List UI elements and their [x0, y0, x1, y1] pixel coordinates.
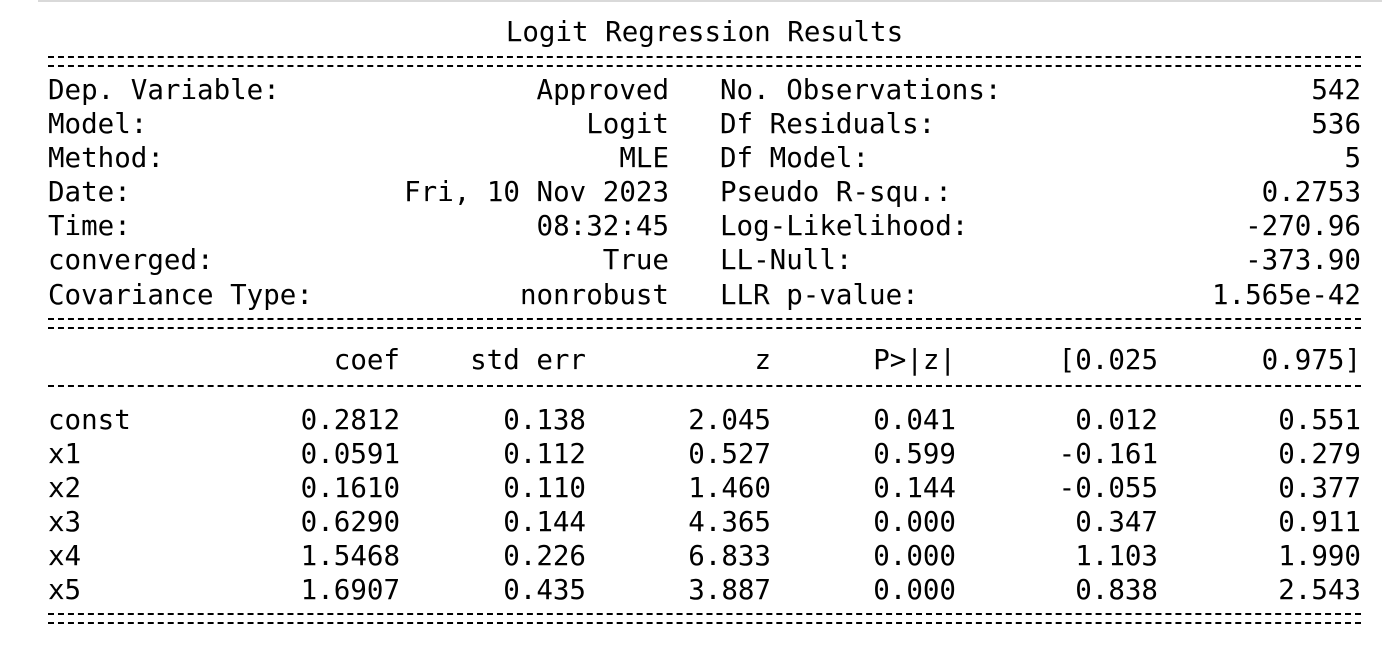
- cell-ci-upper: 2.543: [1278, 574, 1361, 607]
- table-row: x3 0.6290 0.144 4.365 0.000 0.347 0.911: [48, 505, 1361, 539]
- cell-coef: 0.1610: [300, 471, 400, 504]
- summary-value-right: 5: [1344, 142, 1361, 175]
- cell-coef: 0.6290: [300, 505, 400, 538]
- summary-label-right: No. Observations:: [720, 74, 1002, 106]
- cell-z: 4.365: [688, 505, 771, 538]
- cell-z: 3.887: [688, 574, 771, 607]
- double-separator: [48, 317, 1361, 329]
- cell-p-value: 0.144: [873, 471, 956, 504]
- summary-value-right: -270.96: [1245, 210, 1361, 243]
- summary-label-right: LLR p-value:: [720, 278, 919, 311]
- top-border-line: [38, 0, 1382, 2]
- summary-value-left: nonrobust: [519, 278, 669, 311]
- cell-ci-upper: 0.551: [1278, 403, 1361, 436]
- cell-ci-lower: -0.055: [1058, 471, 1158, 504]
- summary-label-right: Log-Likelihood:: [720, 210, 969, 243]
- summary-value-left: True: [602, 244, 669, 277]
- table-row: x4 1.5468 0.226 6.833 0.000 1.103 1.990: [48, 539, 1361, 573]
- cell-std-err: 0.138: [503, 403, 586, 436]
- coef-table-header: coef std err z P>|z| [0.025 0.975]: [48, 335, 1361, 385]
- cell-coef: 0.0591: [300, 437, 400, 470]
- summary-row: Covariance Type: nonrobust LLR p-value: …: [48, 278, 1361, 312]
- cell-coef: 0.2812: [300, 403, 400, 436]
- header-p-value: P>|z|: [873, 343, 956, 376]
- cell-ci-lower: -0.161: [1058, 437, 1158, 470]
- variable-name: x2: [48, 471, 82, 504]
- summary-title: Logit Regression Results: [505, 16, 904, 48]
- cell-p-value: 0.599: [873, 437, 956, 470]
- cell-std-err: 0.435: [503, 574, 586, 607]
- cell-std-err: 0.110: [503, 471, 586, 504]
- header-ci-upper: 0.975]: [1261, 343, 1361, 376]
- cell-coef: 1.6907: [300, 574, 400, 607]
- summary-value-left: Approved: [536, 74, 669, 106]
- cell-ci-lower: 0.012: [1075, 403, 1158, 436]
- summary-row: Time: 08:32:45 Log-Likelihood: -270.96: [48, 209, 1361, 243]
- summary-value-right: 0.2753: [1261, 176, 1361, 209]
- summary-label-left: Covariance Type:: [48, 278, 313, 311]
- variable-name: x1: [48, 437, 82, 470]
- summary-row: Method: MLE Df Model: 5: [48, 141, 1361, 175]
- summary-label-right: Df Model:: [720, 142, 870, 175]
- summary-value-right: 536: [1311, 108, 1361, 141]
- summary-label-left: Time:: [48, 210, 131, 243]
- summary-label-right: LL-Null:: [720, 244, 853, 277]
- cell-std-err: 0.112: [503, 437, 586, 470]
- cell-z: 6.833: [688, 540, 771, 573]
- table-row: x5 1.6907 0.435 3.887 0.000 0.838 2.543: [48, 573, 1361, 607]
- cell-std-err: 0.226: [503, 540, 586, 573]
- summary-row: Date: Fri, 10 Nov 2023 Pseudo R-squ.: 0.…: [48, 175, 1361, 209]
- double-separator: [48, 613, 1361, 625]
- cell-ci-upper: 0.911: [1278, 505, 1361, 538]
- cell-z: 0.527: [688, 437, 771, 470]
- summary-value-left: Fri, 10 Nov 2023: [404, 176, 669, 209]
- summary-value-left: MLE: [619, 142, 669, 175]
- cell-ci-lower: 0.838: [1075, 574, 1158, 607]
- header-z: z: [754, 343, 771, 376]
- cell-p-value: 0.000: [873, 505, 956, 538]
- table-row: const 0.2812 0.138 2.045 0.041 0.012 0.5…: [48, 403, 1361, 437]
- coef-table-body: const 0.2812 0.138 2.045 0.041 0.012 0.5…: [48, 403, 1361, 608]
- variable-name: x3: [48, 505, 82, 538]
- cell-ci-lower: 1.103: [1075, 540, 1158, 573]
- single-separator: [48, 384, 1361, 387]
- cell-z: 1.460: [688, 471, 771, 504]
- summary-value-left: 08:32:45: [536, 210, 669, 243]
- table-row: x2 0.1610 0.110 1.460 0.144 -0.055 0.377: [48, 471, 1361, 505]
- summary-value-right: 1.565e-42: [1211, 278, 1361, 311]
- cell-ci-upper: 0.377: [1278, 471, 1361, 504]
- header-std-err: std err: [470, 343, 586, 376]
- summary-label-left: Date:: [48, 176, 131, 209]
- cell-coef: 1.5468: [300, 540, 400, 573]
- summary-label-right: Pseudo R-squ.:: [720, 176, 952, 209]
- model-summary-block: Dep. Variable: Approved No. Observations…: [48, 73, 1361, 312]
- cell-p-value: 0.041: [873, 403, 956, 436]
- cell-std-err: 0.144: [503, 505, 586, 538]
- summary-row: Dep. Variable: Approved No. Observations…: [48, 73, 1361, 107]
- summary-row: converged: True LL-Null: -373.90: [48, 243, 1361, 277]
- cell-p-value: 0.000: [873, 574, 956, 607]
- summary-value-right: 542: [1311, 74, 1361, 106]
- cell-ci-upper: 0.279: [1278, 437, 1361, 470]
- header-coef: coef: [333, 343, 400, 376]
- variable-name: const: [48, 403, 131, 436]
- summary-label-left: Method:: [48, 142, 164, 175]
- double-separator: [48, 56, 1361, 67]
- summary-row: Model: Logit Df Residuals: 536: [48, 107, 1361, 141]
- cell-p-value: 0.000: [873, 540, 956, 573]
- cell-z: 2.045: [688, 403, 771, 436]
- cell-ci-upper: 1.990: [1278, 540, 1361, 573]
- variable-name: x5: [48, 574, 82, 607]
- summary-value-left: Logit: [586, 108, 669, 141]
- header-ci-lower: [0.025: [1058, 343, 1158, 376]
- summary-label-left: converged:: [48, 244, 214, 277]
- summary-label-right: Df Residuals:: [720, 108, 936, 141]
- cell-ci-lower: 0.347: [1075, 505, 1158, 538]
- summary-value-right: -373.90: [1245, 244, 1361, 277]
- summary-label-left: Dep. Variable:: [48, 74, 280, 106]
- variable-name: x4: [48, 540, 82, 573]
- summary-label-left: Model:: [48, 108, 148, 141]
- table-row: x1 0.0591 0.112 0.527 0.599 -0.161 0.279: [48, 437, 1361, 471]
- regression-summary-output: Logit Regression Results Dep. Variable: …: [48, 14, 1361, 630]
